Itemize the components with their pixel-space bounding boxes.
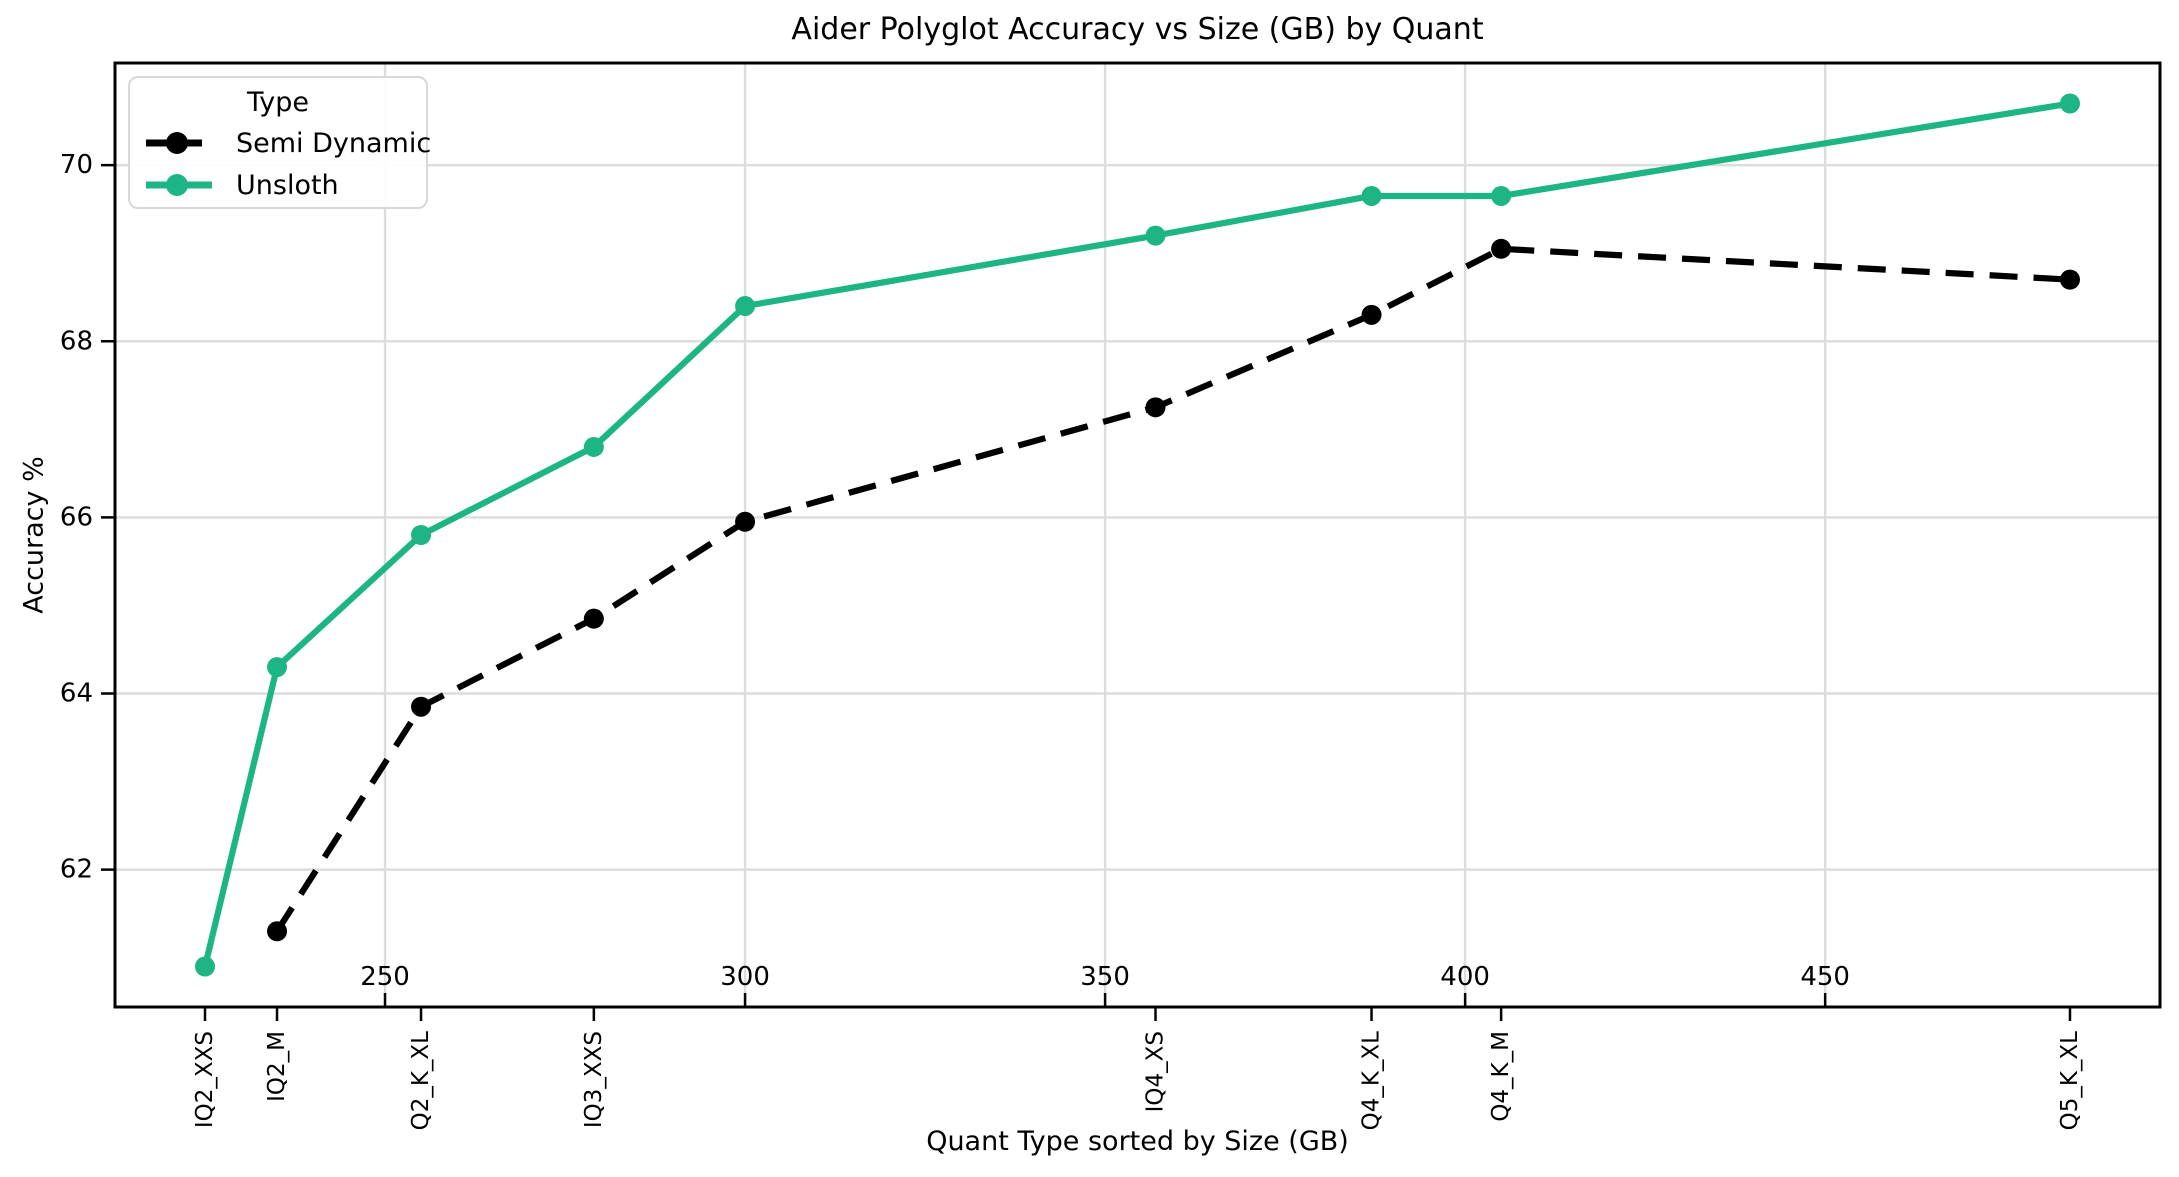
quant-tick-label: IQ4_XS [1143,1031,1169,1112]
x-axis-label: Quant Type sorted by Size (GB) [926,1126,1349,1157]
dashed-line-marker-icon [146,132,212,154]
data-point-unsloth [2059,93,2080,114]
y-axis-label: Accuracy % [18,456,50,614]
data-point-semi-dynamic [267,921,288,942]
data-point-semi-dynamic [583,608,604,629]
data-point-unsloth [583,436,604,457]
quant-tick-label: IQ3_XXS [581,1031,607,1128]
quant-tick-label: IQ2_M [264,1031,290,1102]
data-point-semi-dynamic [1145,397,1166,418]
solid-line-marker-icon [146,174,212,196]
data-point-unsloth [1145,225,1166,246]
data-point-semi-dynamic [2059,269,2080,290]
x-tick-label: 350 [1080,962,1130,992]
quant-tick-label: Q4_K_M [1488,1031,1514,1122]
data-point-unsloth [735,296,756,317]
quant-tick-label: IQ2_XXS [192,1031,218,1128]
data-point-unsloth [267,657,288,678]
y-tick-label: 68 [60,326,93,356]
data-point-unsloth [1361,185,1382,206]
x-tick-label: 400 [1440,962,1490,992]
data-point-semi-dynamic [1361,304,1382,325]
plot-border [113,61,2162,1009]
series-line-unsloth [201,100,2071,968]
quant-tick-label: Q4_K_XL [1359,1031,1385,1131]
x-tick-label: 450 [1800,962,1850,992]
quant-tick-label: Q2_K_XL [408,1031,434,1131]
legend-label-semi-dynamic: Semi Dynamic [236,127,432,159]
data-point-semi-dynamic [735,511,756,532]
data-point-unsloth [411,525,432,545]
x-tick-label: 300 [720,962,770,992]
legend-label-unsloth: Unsloth [236,169,339,201]
data-point-unsloth [195,956,216,977]
series-line-semi-dynamic [274,245,2071,933]
data-point-unsloth [1491,185,1512,206]
legend-entry-semi-dynamic: Semi Dynamic [130,122,431,164]
y-tick-label: 66 [60,502,93,532]
data-point-semi-dynamic [1491,238,1512,259]
y-tick-label: 70 [60,150,93,180]
x-tick-label: 250 [360,962,410,992]
y-tick-label: 64 [60,679,93,709]
quant-tick-label: Q5_K_XL [2057,1031,2083,1131]
legend-title: Type [246,87,309,118]
legend: Type Semi Dynamic Unsloth [128,76,431,209]
y-tick-label: 62 [60,855,93,885]
data-point-semi-dynamic [411,696,432,717]
legend-entry-unsloth: Unsloth [130,164,426,206]
chart-title: Aider Polyglot Accuracy vs Size (GB) by … [791,12,1484,47]
